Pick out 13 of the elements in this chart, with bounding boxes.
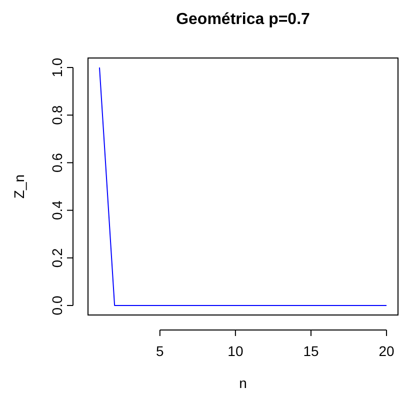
y-tick-label: 0.4 — [49, 200, 65, 220]
x-tick-label: 5 — [156, 343, 164, 359]
x-tick-label: 10 — [228, 343, 244, 359]
y-axis-title: Z_n — [11, 174, 27, 199]
y-tick-label: 0.8 — [49, 105, 65, 125]
x-tick-label: 20 — [378, 343, 395, 359]
x-tick-label: 15 — [303, 343, 319, 359]
y-tick-label: 0.6 — [49, 152, 65, 172]
y-tick-label: 1.0 — [49, 58, 65, 78]
x-axis-title: n — [239, 375, 247, 391]
y-tick-label: 0.0 — [49, 296, 65, 316]
y-tick-label: 0.2 — [49, 248, 65, 268]
chart-title: Geométrica p=0.7 — [176, 11, 310, 28]
